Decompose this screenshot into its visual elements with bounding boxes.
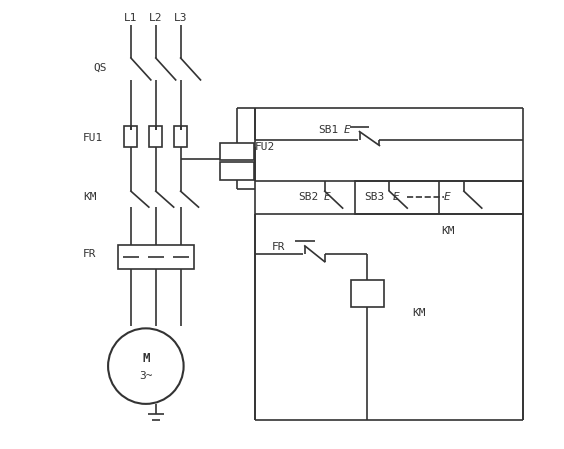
Bar bbox=[174, 126, 187, 147]
Text: SB2: SB2 bbox=[298, 192, 318, 202]
Text: L3: L3 bbox=[174, 13, 187, 23]
Bar bbox=[355, 181, 523, 214]
Bar bbox=[149, 126, 162, 147]
Circle shape bbox=[108, 328, 184, 404]
Text: KM: KM bbox=[83, 192, 97, 202]
Text: SB3: SB3 bbox=[364, 192, 385, 202]
Text: E: E bbox=[324, 192, 331, 202]
Text: 3~: 3~ bbox=[139, 371, 153, 381]
Text: L1: L1 bbox=[124, 13, 138, 23]
Text: FU2: FU2 bbox=[255, 142, 275, 153]
Text: FU1: FU1 bbox=[83, 132, 103, 142]
Bar bbox=[221, 163, 254, 180]
Text: M: M bbox=[142, 352, 149, 365]
Text: E: E bbox=[393, 192, 399, 202]
Bar bbox=[351, 280, 384, 308]
Text: E: E bbox=[444, 192, 451, 202]
Text: KM: KM bbox=[441, 226, 455, 236]
Text: E: E bbox=[343, 124, 350, 135]
Bar bbox=[118, 245, 193, 269]
Text: KM: KM bbox=[412, 308, 426, 318]
Bar bbox=[125, 126, 138, 147]
Text: QS: QS bbox=[93, 63, 107, 73]
Text: SB1: SB1 bbox=[318, 124, 338, 135]
Text: FR: FR bbox=[83, 249, 97, 259]
Text: L2: L2 bbox=[149, 13, 162, 23]
Text: FR: FR bbox=[272, 242, 285, 252]
Bar bbox=[221, 142, 254, 160]
